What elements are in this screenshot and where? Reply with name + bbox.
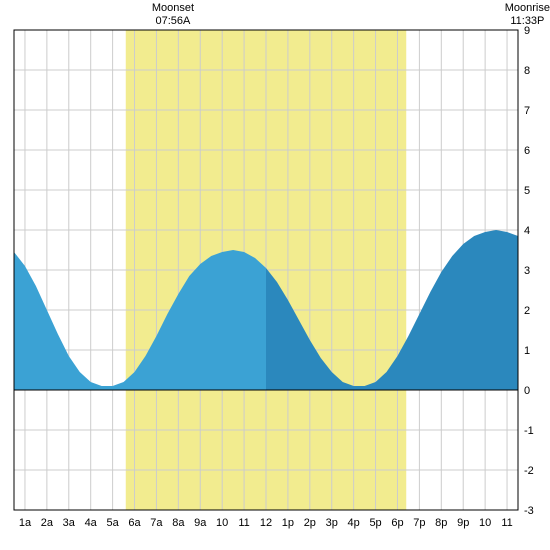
x-tick-label: 6p [391,517,403,529]
x-tick-label: 1p [282,517,294,529]
x-tick-label: 9p [457,517,469,529]
x-tick-label: 5p [369,517,381,529]
moonrise-time: 11:33P [505,15,550,28]
x-tick-label: 2p [304,517,316,529]
x-tick-label: 4p [348,517,360,529]
y-tick-label: 8 [524,65,530,77]
y-tick-label: -2 [524,465,534,477]
y-tick-label: 5 [524,185,530,197]
x-tick-label: 5a [106,517,119,529]
x-tick-label: 8p [435,517,447,529]
y-tick-label: -1 [524,425,534,437]
x-tick-label: 3a [63,517,76,529]
y-tick-label: 6 [524,145,530,157]
tide-chart: Moonset 07:56A Moonrise 11:33P -3-2-1012… [0,0,550,550]
chart-svg: -3-2-101234567891a2a3a4a5a6a7a8a9a101112… [0,0,550,550]
y-tick-label: 7 [524,105,530,117]
y-tick-label: 2 [524,305,530,317]
x-tick-label: 11 [238,517,249,529]
x-tick-label: 9a [194,517,207,529]
moonset-label: Moonset 07:56A [152,2,194,28]
x-tick-label: 10 [479,517,491,529]
x-tick-label: 7p [413,517,425,529]
y-tick-label: 1 [524,345,530,357]
moonrise-label: Moonrise 11:33P [505,2,550,28]
moonset-title: Moonset [152,2,194,15]
x-tick-label: 10 [216,517,228,529]
x-tick-label: 3p [326,517,338,529]
y-tick-label: 0 [524,385,530,397]
x-tick-label: 8a [172,517,185,529]
x-tick-label: 4a [85,517,98,529]
x-tick-label: 2a [41,517,54,529]
y-tick-label: -3 [524,505,534,517]
x-tick-label: 12 [260,517,272,529]
moonset-time: 07:56A [152,15,194,28]
x-tick-label: 11 [501,517,512,529]
moonrise-title: Moonrise [505,2,550,15]
y-tick-label: 3 [524,265,530,277]
x-tick-label: 1a [19,517,32,529]
x-tick-label: 6a [128,517,141,529]
y-tick-label: 4 [524,225,530,237]
x-tick-label: 7a [150,517,163,529]
